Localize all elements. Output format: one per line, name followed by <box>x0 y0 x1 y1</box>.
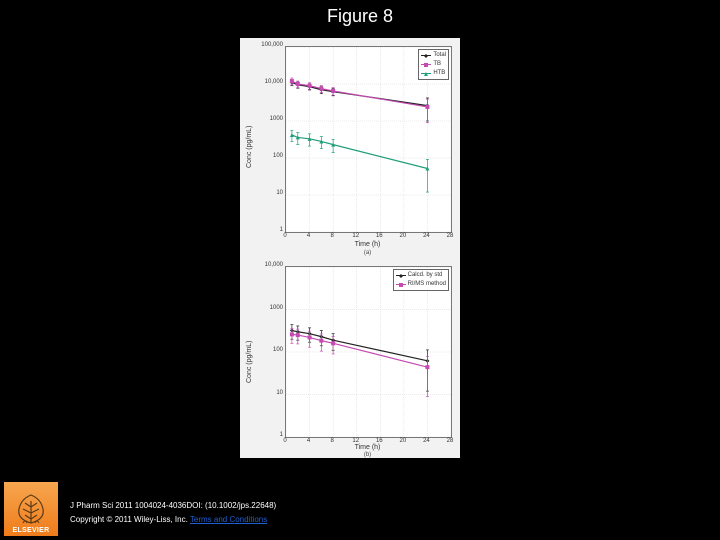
xtick-label: 24 <box>421 233 431 239</box>
series-b <box>286 267 451 437</box>
elsevier-wordmark: ELSEVIER <box>12 527 49 534</box>
copyright-prefix: Copyright © 2011 Wiley-Liss, Inc. <box>70 515 190 524</box>
legend-entry: Calcd. by std <box>396 271 446 280</box>
xtick-label: 28 <box>445 233 455 239</box>
legend-entry: Total <box>421 51 446 60</box>
ytick-label: 10,000 <box>245 262 283 268</box>
tree-icon <box>11 493 51 527</box>
ytick-label: 1000 <box>245 116 283 122</box>
copyright-text: Copyright © 2011 Wiley-Liss, Inc. Terms … <box>70 515 267 524</box>
xlabel-a: Time (h) <box>285 241 450 248</box>
legend-label: RI/MS method <box>408 280 446 289</box>
xtick-label: 12 <box>351 233 361 239</box>
ytick-label: 10,000 <box>245 79 283 85</box>
xtick-label: 0 <box>280 233 290 239</box>
panel-letter-a: (a) <box>285 250 450 256</box>
ytick-label: 10 <box>245 390 283 396</box>
subplot-b: Calcd. by stdRI/MS method <box>285 266 452 438</box>
legend-label: TB <box>433 60 441 69</box>
xlabel-b: Time (h) <box>285 444 450 451</box>
legend-entry: HTB <box>421 69 446 78</box>
legend-b: Calcd. by stdRI/MS method <box>393 269 449 291</box>
ytick-label: 1 <box>245 432 283 438</box>
legend-entry: RI/MS method <box>396 280 446 289</box>
ytick-label: 100,000 <box>245 42 283 48</box>
xtick-label: 4 <box>304 233 314 239</box>
figure-title: Figure 8 <box>0 6 720 27</box>
citation-text: J Pharm Sci 2011 1004024-4036DOI: (10.10… <box>70 501 276 510</box>
ytick-label: 1 <box>245 227 283 233</box>
elsevier-logo: ELSEVIER <box>4 482 58 536</box>
ytick-label: 1000 <box>245 305 283 311</box>
ytick-label: 100 <box>245 347 283 353</box>
xtick-label: 20 <box>398 233 408 239</box>
chart-panel: TotalTBHTB Conc (pg/mL) 110100100010,000… <box>240 38 460 458</box>
xtick-label: 16 <box>374 233 384 239</box>
ytick-label: 100 <box>245 153 283 159</box>
xtick-label: 8 <box>327 233 337 239</box>
slide: Figure 8 TotalTBHTB Conc (pg/mL) 1101001… <box>0 0 720 540</box>
legend-entry: TB <box>421 60 446 69</box>
ylabel-a: Conc (pg/mL) <box>246 126 253 168</box>
legend-label: Total <box>433 51 446 60</box>
legend-label: HTB <box>433 69 445 78</box>
legend-a: TotalTBHTB <box>418 49 449 80</box>
ytick-label: 10 <box>245 190 283 196</box>
legend-label: Calcd. by std <box>408 271 443 280</box>
subplot-a: TotalTBHTB <box>285 46 452 233</box>
terms-link[interactable]: Terms and Conditions <box>190 515 267 524</box>
panel-letter-b: (b) <box>285 452 450 458</box>
